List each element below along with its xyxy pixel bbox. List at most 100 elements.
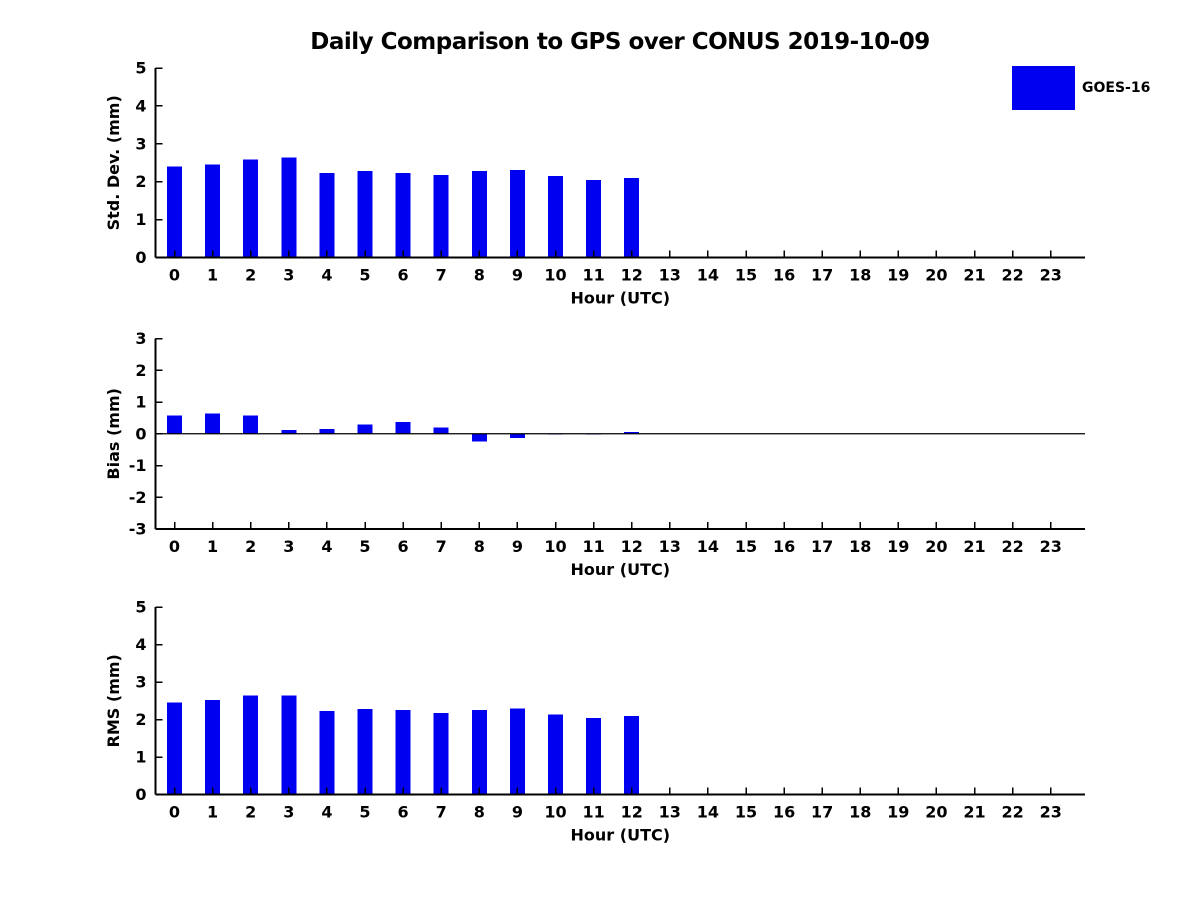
- std-dev-bar-hour-9: [509, 170, 525, 258]
- rms-bar-hour-5: [357, 709, 373, 795]
- std-dev-bar-hour-11: [586, 180, 602, 258]
- bias-x-tick-label-2: 2: [245, 537, 256, 556]
- rms-x-tick-label-7: 7: [436, 803, 447, 822]
- std-dev-bar-hour-0: [167, 166, 182, 258]
- rms-x-tick-label-10: 10: [544, 803, 566, 822]
- rms-y-tick-label-5: 5: [135, 598, 146, 617]
- bias-bar-hour-3: [281, 429, 297, 434]
- bias-bar-hour-7: [433, 427, 449, 434]
- bias-x-tick-label-0: 0: [169, 537, 180, 556]
- page-title: Daily Comparison to GPS over CONUS 2019-…: [310, 29, 930, 55]
- rms-bar-hour-12: [624, 715, 640, 795]
- rms-x-tick-label-20: 20: [925, 803, 947, 822]
- bias-y-tick-label--3: -3: [129, 520, 147, 539]
- std-dev-x-tick-label-16: 16: [773, 266, 795, 285]
- bias-bar-hour-0: [167, 415, 182, 434]
- rms-bar-hour-4: [319, 710, 335, 795]
- rms-x-tick-label-8: 8: [474, 803, 485, 822]
- bias-x-tick-label-23: 23: [1040, 537, 1062, 556]
- std-dev-xlabel: Hour (UTC): [571, 289, 671, 308]
- rms-x-tick-label-0: 0: [169, 803, 180, 822]
- bias-x-tick-label-17: 17: [811, 537, 833, 556]
- bias-y-tick-label--2: -2: [129, 488, 147, 507]
- std-dev-x-tick-label-20: 20: [925, 266, 947, 285]
- std-dev-y-tick-label-5: 5: [135, 59, 146, 78]
- rms-x-tick-label-22: 22: [1001, 803, 1023, 822]
- std-dev-x-tick-label-0: 0: [169, 266, 180, 285]
- rms-x-tick-label-13: 13: [659, 803, 681, 822]
- std-dev-x-tick-label-6: 6: [398, 266, 409, 285]
- bias-x-tick-label-19: 19: [887, 537, 909, 556]
- bias-bar-hour-2: [243, 415, 259, 434]
- std-dev-bar-hour-5: [357, 171, 373, 258]
- rms-bar-hour-7: [433, 712, 449, 795]
- std-dev-x-tick-label-14: 14: [697, 266, 719, 285]
- std-dev-bar-hour-4: [319, 173, 335, 258]
- rms-x-tick-label-2: 2: [245, 803, 256, 822]
- bias-y-tick-label-2: 2: [135, 361, 146, 380]
- bias-x-tick-label-22: 22: [1001, 537, 1023, 556]
- legend: GOES-16: [1012, 66, 1150, 110]
- std-dev-x-tick-label-21: 21: [963, 266, 985, 285]
- bias-x-tick-label-5: 5: [359, 537, 370, 556]
- bias-bar-hour-8: [471, 433, 487, 442]
- std-dev-y-tick-label-3: 3: [135, 134, 146, 153]
- bias-x-tick-label-10: 10: [544, 537, 566, 556]
- std-dev-y-tick-label-0: 0: [135, 248, 146, 267]
- bias-x-tick-label-12: 12: [621, 537, 643, 556]
- rms-x-tick-label-17: 17: [811, 803, 833, 822]
- bias-x-tick-label-6: 6: [398, 537, 409, 556]
- rms-x-tick-label-18: 18: [849, 803, 871, 822]
- bias-x-tick-label-7: 7: [436, 537, 447, 556]
- std-dev-bar-hour-6: [395, 173, 411, 258]
- rms-bar-hour-2: [243, 695, 259, 795]
- bias-x-tick-label-4: 4: [321, 537, 332, 556]
- bias-bar-hour-5: [357, 424, 373, 434]
- std-dev-x-tick-label-1: 1: [207, 266, 218, 285]
- rms-x-tick-label-6: 6: [398, 803, 409, 822]
- std-dev-y-tick-label-2: 2: [135, 172, 146, 191]
- bias-x-tick-label-1: 1: [207, 537, 218, 556]
- bias-x-tick-label-18: 18: [849, 537, 871, 556]
- bias-x-tick-label-13: 13: [659, 537, 681, 556]
- bias-y-tick-label-1: 1: [135, 393, 146, 412]
- bias-x-tick-label-20: 20: [925, 537, 947, 556]
- std-dev-x-tick-label-13: 13: [659, 266, 681, 285]
- rms-x-tick-label-11: 11: [582, 803, 604, 822]
- bias-y-tick-label-0: 0: [135, 424, 146, 443]
- std-dev-bar-hour-2: [243, 159, 259, 258]
- std-dev-x-tick-label-17: 17: [811, 266, 833, 285]
- bias-y-tick-label-3: 3: [135, 329, 146, 348]
- legend-swatch-goes-16: [1012, 66, 1075, 110]
- bias-x-tick-label-9: 9: [512, 537, 523, 556]
- std-dev-bar-hour-7: [433, 174, 449, 258]
- rms-x-tick-label-3: 3: [283, 803, 294, 822]
- rms-x-tick-label-5: 5: [359, 803, 370, 822]
- rms-y-tick-label-4: 4: [135, 635, 146, 654]
- std-dev-ylabel: Std. Dev. (mm): [104, 95, 123, 230]
- rms-x-tick-label-1: 1: [207, 803, 218, 822]
- std-dev-x-tick-label-3: 3: [283, 266, 294, 285]
- std-dev-x-tick-label-2: 2: [245, 266, 256, 285]
- std-dev-bar-hour-3: [281, 157, 297, 258]
- std-dev-x-tick-label-8: 8: [474, 266, 485, 285]
- std-dev-x-tick-label-23: 23: [1040, 266, 1062, 285]
- rms-xlabel: Hour (UTC): [571, 826, 671, 845]
- std-dev-x-tick-label-15: 15: [735, 266, 757, 285]
- rms-bar-hour-8: [471, 709, 487, 795]
- rms-ylabel: RMS (mm): [104, 654, 123, 747]
- bias-y-tick-label--1: -1: [129, 456, 147, 475]
- rms-bar-hour-11: [586, 718, 602, 795]
- rms-x-tick-label-4: 4: [321, 803, 332, 822]
- bias-x-tick-label-15: 15: [735, 537, 757, 556]
- std-dev-x-tick-label-11: 11: [582, 266, 604, 285]
- rms-bar-hour-6: [395, 710, 411, 795]
- bias-x-tick-label-21: 21: [963, 537, 985, 556]
- std-dev-y-tick-label-1: 1: [135, 210, 146, 229]
- legend-label-goes-16: GOES-16: [1082, 80, 1151, 96]
- rms-x-tick-label-15: 15: [735, 803, 757, 822]
- std-dev-x-tick-label-9: 9: [512, 266, 523, 285]
- rms-x-tick-label-16: 16: [773, 803, 795, 822]
- rms-x-tick-label-19: 19: [887, 803, 909, 822]
